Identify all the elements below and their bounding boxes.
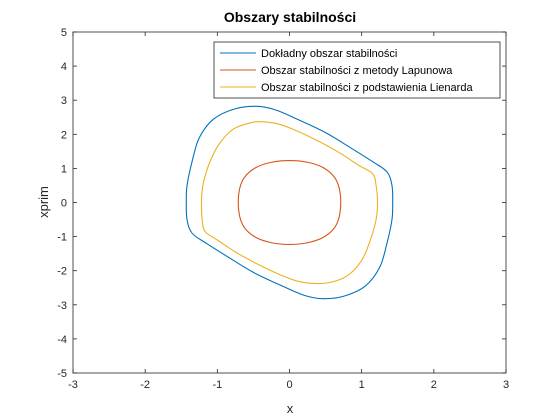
y-tick-label: 4 [61, 61, 67, 73]
y-tick-label: 0 [61, 198, 67, 210]
y-tick-label: 3 [61, 95, 67, 107]
series-layer [185, 105, 394, 300]
x-tick-label: 2 [431, 379, 437, 391]
series-lyapunov-region-line [237, 160, 342, 245]
legend: Dokładny obszar stabilności Obszar stabil… [213, 41, 501, 99]
y-tick-label: -4 [57, 334, 67, 346]
y-tick-label: -1 [57, 232, 67, 244]
x-axis-label: x [287, 401, 294, 416]
series-lienard-region-line [200, 121, 379, 285]
legend-entry-label: Obszar stabilności z podstawienia Lienar… [261, 82, 473, 94]
x-tick-label: -2 [140, 379, 150, 391]
y-tick-label: 1 [61, 163, 67, 175]
legend-entry-label: Obszar stabilności z metody Lapunowa [261, 65, 453, 77]
series-exact-region-line [185, 105, 394, 300]
y-tick-label: -5 [57, 368, 67, 380]
axes-box [72, 31, 507, 374]
y-tick-label: 5 [61, 27, 67, 39]
x-tick-label: 1 [359, 379, 365, 391]
chart-title: Obszary stabilności [224, 9, 356, 25]
legend-box [213, 41, 501, 99]
y-tick-label: -3 [57, 300, 67, 312]
x-tick-label: -1 [212, 379, 222, 391]
x-tick-label: 0 [286, 379, 292, 391]
y-axis-label: xprim [36, 186, 51, 218]
axis-ticks: -3 -2 -1 0 1 2 3 -5 -4 -3 -2 -1 0 1 2 3 4 5 [57, 27, 509, 391]
x-tick-label: -3 [68, 379, 78, 391]
y-tick-label: 2 [61, 129, 67, 141]
legend-entry-label: Dokładny obszar stabilności [261, 48, 397, 60]
x-tick-label: 3 [503, 379, 509, 391]
y-tick-label: -2 [57, 266, 67, 278]
